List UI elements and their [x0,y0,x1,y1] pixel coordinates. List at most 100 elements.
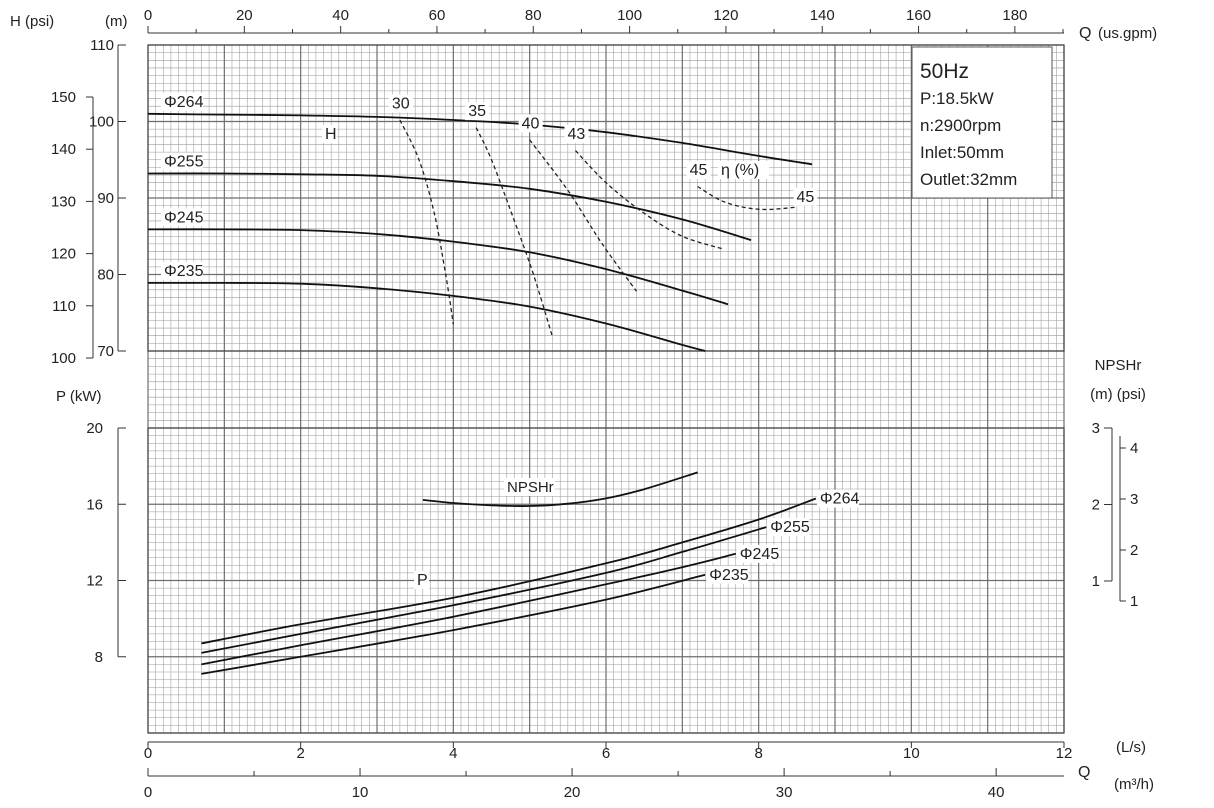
series [147,112,817,675]
efficiency-label: 40 [522,115,540,132]
efficiency-label-bg [564,125,589,144]
power-curve-Φ255 [201,526,767,654]
axes: 0 20 40 60 80 100 120 140 160 1801101009080701501… [51,7,1138,801]
ls-tick-label: 4 [449,745,457,762]
usgpm-tick-label: 0 [144,7,152,24]
head-curve-Φ235 [147,281,706,352]
efficiency-label: 43 [567,126,585,143]
power-tick-label: 8 [95,649,103,666]
ls-tick-label: 12 [1056,745,1073,762]
efficiency-label-bg [388,94,413,113]
q-bottom-symbol: Q [1078,764,1090,781]
ls-tick-label: 2 [296,745,304,762]
power-curve-label-Φ235-bg [706,565,749,584]
npsh-curve-label: NPSHr [507,479,554,496]
power-curve-label-Φ264-bg [816,489,859,508]
npsh-psi-tick-label: 4 [1130,440,1138,457]
power-curve-Φ245 [201,552,737,666]
info-inlet: Inlet:50mm [920,143,1004,162]
power-axis-label: P (kW) [56,388,102,405]
efficiency-line-30 [399,119,454,325]
plot-frame [147,427,1065,734]
efficiency-label-bg [686,161,711,180]
ls-tick-label: 10 [903,745,920,762]
power-curve-label-Φ235: Φ235 [709,567,749,584]
head-m-tick-label: 70 [97,343,114,360]
npsh-psi-tick-label: 2 [1130,542,1138,559]
efficiency-label: 30 [392,95,410,112]
npsh-psi-tick-label: 3 [1130,491,1138,508]
power-tick-label: 20 [86,420,103,437]
npsh-axis-units: (m) (psi) [1090,386,1146,403]
usgpm-tick-label: 20 [236,7,253,24]
head-psi-tick-label: 120 [51,246,76,263]
usgpm-tick-label: 120 [713,7,738,24]
usgpm-tick-label: 100 [617,7,642,24]
efficiency-line-45 [697,185,797,211]
npsh-m-tick-label: 3 [1092,420,1100,437]
power-curve-label-Φ245: Φ245 [740,546,780,563]
head-curve-H-label-bg [322,125,337,143]
head-curve-H-label: H [325,126,337,143]
info-power: P:18.5kW [920,89,994,108]
npsh-curve [422,471,698,507]
head-curve-label-Φ245-bg [161,208,203,227]
head-curve-label-Φ235-bg [161,261,203,280]
info-box-frame [911,46,1053,199]
h-m-axis-label: (m) [105,13,128,30]
power-curve-label-Φ255: Φ255 [770,519,810,536]
npsh-psi-tick-label: 1 [1130,593,1138,610]
head-psi-tick-label: 140 [51,141,76,158]
q-top-symbol: Q [1079,25,1091,42]
info-speed: n:2900rpm [920,116,1001,135]
info-box: 50Hz P:18.5kW n:2900rpm Inlet:50mm Outle… [911,46,1053,199]
usgpm-tick-label: 80 [525,7,542,24]
head-curve-label-Φ235: Φ235 [164,263,204,280]
power-curve-label-Φ264: Φ264 [820,491,860,508]
efficiency-label-bg [518,114,543,133]
power-curve-Φ264 [201,497,817,645]
head-curve-label-Φ255: Φ255 [164,154,204,171]
m3h-tick-label: 20 [564,784,581,801]
m3h-tick-label: 30 [776,784,793,801]
head-psi-tick-label: 100 [51,350,76,367]
plot-frame [147,44,1065,352]
npsh-m-tick-label: 2 [1092,497,1100,514]
ls-tick-label: 6 [602,745,610,762]
q-usgpm-unit: (us.gpm) [1098,25,1157,42]
ls-tick-label: 8 [754,745,762,762]
npsh-curve-label-bg [504,478,555,496]
npsh-m-tick-label: 1 [1092,573,1100,590]
head-psi-tick-label: 150 [51,89,76,106]
h-psi-axis-label: H (psi) [10,13,54,30]
head-psi-tick-label: 130 [51,193,76,210]
head-curve-label-Φ245: Φ245 [164,209,204,226]
efficiency-label: 35 [468,103,486,120]
efficiency-title-bg [718,161,769,179]
info-frequency: 50Hz [920,60,969,83]
m3h-tick-label: 10 [352,784,369,801]
efficiency-label-bg [465,102,490,121]
head-m-tick-label: 80 [97,267,114,284]
power-tick-label: 12 [86,573,103,590]
plot-frames [147,44,1065,734]
q-ls-unit: (L/s) [1116,739,1146,756]
curve-labels: Φ264 Φ255 Φ245 Φ235 H 30 35 40 43 45 45 η (%) Φ264 Φ2… [161,92,860,589]
power-curve-label-Φ255-bg [767,518,810,537]
head-curve-Φ255 [147,172,752,241]
ls-tick-label: 0 [144,745,152,762]
npsh-axis-title: NPSHr [1095,357,1142,374]
head-psi-tick-label: 110 [52,298,76,315]
efficiency-line-35 [475,127,554,338]
head-curve-label-Φ255-bg [161,152,203,171]
efficiency-label: 45 [796,189,814,206]
power-curve-P-label: P [417,572,428,589]
power-curve-Φ235 [201,573,706,675]
usgpm-tick-label: 160 [906,7,931,24]
info-outlet: Outlet:32mm [920,170,1017,189]
usgpm-tick-label: 140 [810,7,835,24]
usgpm-tick-label: 180 [1002,7,1027,24]
efficiency-title: η (%) [721,162,759,179]
